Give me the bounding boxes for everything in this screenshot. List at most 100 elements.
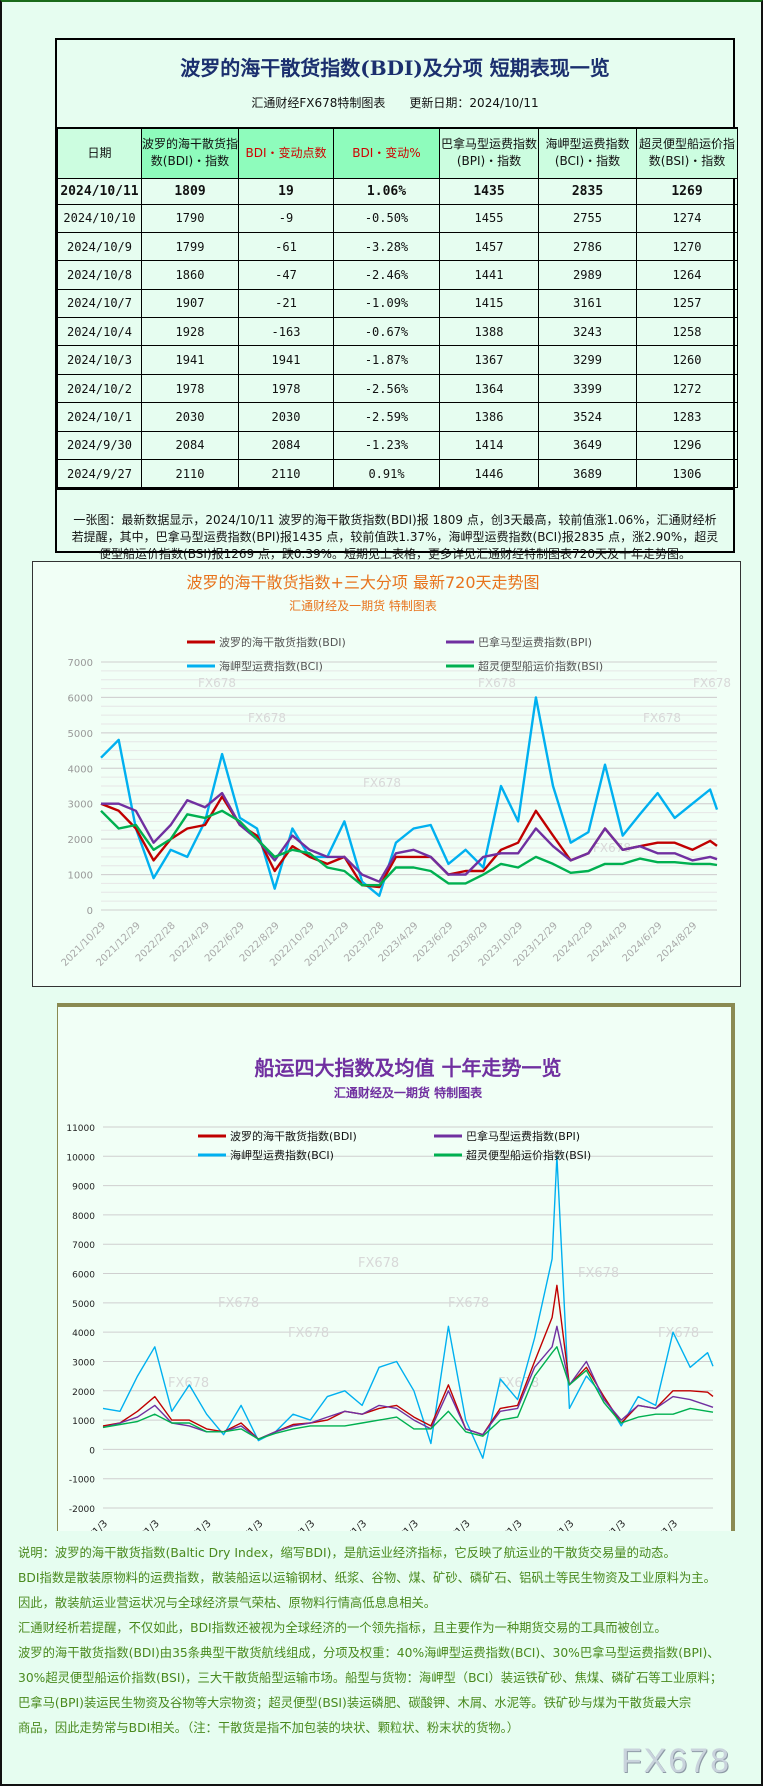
table-cell: 1272: [636, 373, 738, 404]
table-row: 2024/10/2 1978 1978 -2.56% 1364 3399 1272: [57, 373, 738, 404]
watermark: FX678: [693, 676, 731, 690]
table-cell: -9: [238, 203, 334, 233]
legend-label: 超灵便型船运价指数(BSI): [466, 1148, 591, 1162]
table-cell: 3299: [538, 345, 637, 375]
table-cell: 2835: [538, 177, 637, 205]
table-cell: 19: [238, 177, 334, 205]
series-line-bsi: [102, 1346, 714, 1440]
legend-label: 海岬型运费指数(BCI): [230, 1148, 334, 1162]
table-cell: 3524: [538, 402, 637, 432]
table-row: 2024/10/7 1907 -21 -1.09% 1415 3161 1257: [57, 288, 738, 319]
table-row: 2024/10/3 1941 1941 -1.87% 1367 3299 1260: [57, 345, 738, 375]
y-tick-label: 5000: [68, 729, 93, 740]
watermark: FX678: [478, 676, 516, 690]
table-cell: 1978: [141, 373, 239, 404]
table-cell: 1809: [141, 177, 239, 205]
table-cell: 1258: [636, 317, 738, 347]
watermark: FX678: [218, 1296, 259, 1311]
y-tick-label: 3000: [72, 1358, 95, 1368]
table-cell: 1941: [238, 345, 334, 375]
y-tick-label: 10000: [66, 1153, 95, 1163]
y-tick-label: 7000: [72, 1241, 95, 1251]
table-row: 2024/10/1 2030 2030 -2.59% 1386 3524 1283: [57, 402, 738, 432]
y-tick-label: 11000: [66, 1124, 95, 1134]
note-line: 说明：波罗的海干散货指数(Baltic Dry Index，缩写BDI)，是航运…: [18, 1546, 676, 1560]
table-cell: 2030: [238, 402, 334, 432]
table-cell: 1264: [636, 260, 738, 290]
table-cell: 1364: [439, 373, 539, 404]
x-tick-label: 2020/1/3: [433, 1518, 473, 1531]
table-cell: 1367: [439, 345, 539, 375]
x-tick-label: 2017/1/3: [278, 1518, 318, 1531]
note-line: 汇通财经析若提醒，不仅如此，BDI指数还被视为全球经济的一个领先指标，且主要作为…: [18, 1621, 667, 1635]
x-tick-label: 2014/1/3: [122, 1518, 162, 1531]
table-cell: 2989: [538, 260, 637, 290]
table-cell: 2024/10/3: [57, 345, 142, 375]
table-cell: 1415: [439, 288, 539, 319]
y-tick-label: 6000: [72, 1271, 95, 1281]
chart-title: 船运四大指数及均值 十年走势一览: [255, 1056, 562, 1080]
table-row: 2024/10/10 1790 -9 -0.50% 1455 2755 1274: [57, 203, 738, 233]
table-summary-note: 一张图：最新数据显示，2024/10/11 波罗的海干散货指数(BDI)报 18…: [57, 488, 733, 594]
table-row: 2024/10/4 1928 -163 -0.67% 1388 3243 1258: [57, 317, 738, 347]
table-cell: 3161: [538, 288, 637, 319]
note-line: 波罗的海干散货指数(BDI)由35条典型干散货航线组成，分项及权重：40%海岬型…: [18, 1646, 720, 1660]
x-tick-label: 2016/1/3: [226, 1518, 266, 1531]
fx678-logo: FX678: [620, 1742, 731, 1780]
table-cell: -61: [238, 231, 334, 262]
x-tick-label: 2024/1/3: [641, 1518, 681, 1531]
table-cell: 1269: [636, 177, 738, 205]
table-cell: 1388: [439, 317, 539, 347]
y-tick-label: 0: [87, 906, 93, 917]
y-tick-label: 6000: [68, 693, 93, 704]
note-line: 30%超灵便型船运价指数(BSI)，三大干散货船型运输市场。船型与货物：海岬型（…: [18, 1671, 723, 1685]
table-cell: 1257: [636, 288, 738, 319]
watermark: FX678: [643, 711, 681, 725]
table-cell: 1386: [439, 402, 539, 432]
table-cell: 2024/9/27: [57, 459, 142, 489]
table-row: 2024/9/30 2084 2084 -1.23% 1414 3649 1296: [57, 430, 738, 461]
legend-label: 巴拿马型运费指数(BPI): [478, 635, 592, 649]
series-line-bpi: [101, 791, 718, 883]
table-title: 波罗的海干散货指数(BDI)及分项 短期表现一览: [180, 56, 610, 80]
table-cell: 1260: [636, 345, 738, 375]
note-line: BDI指数是散装原物料的运费指数，散装船运以运输钢材、纸浆、谷物、煤、矿砂、磷矿…: [18, 1571, 716, 1585]
table-cell: 1435: [439, 177, 539, 205]
table-cell: 2030: [141, 402, 239, 432]
y-tick-label: 7000: [68, 658, 93, 669]
chart-title: 波罗的海干散货指数+三大分项 最新720天走势图: [186, 573, 539, 592]
table-row: 2024/9/27 2110 2110 0.91% 1446 3689 1306: [57, 459, 738, 489]
chart-subtitle: 汇通财经及一期货 特制图表: [334, 1085, 483, 1100]
table-row: 2024/10/8 1860 -47 -2.46% 1441 2989 1264: [57, 260, 738, 290]
chart-subtitle: 汇通财经及一期货 特制图表: [289, 598, 437, 613]
x-tick-label: 2021/1/3: [485, 1518, 525, 1531]
table-cell: 2024/10/4: [57, 317, 142, 347]
y-tick-label: 1000: [72, 1417, 95, 1427]
watermark: FX678: [658, 1326, 699, 1341]
y-tick-label: 0: [89, 1446, 95, 1456]
table-cell: 1907: [141, 288, 239, 319]
table-cell: 2024/10/9: [57, 231, 142, 262]
table-header-row: 日期 波罗的海干散货指数(BDI)・指数 BDI・变动点数 BDI・变动% 巴拿马型运费…: [57, 127, 738, 179]
watermark: FX678: [288, 1326, 329, 1341]
bdi-summary-table: 波罗的海干散货指数(BDI)及分项 短期表现一览 汇通财经FX678特制图表 更…: [55, 38, 738, 561]
table-cell: 3689: [538, 459, 637, 489]
legend-label: 超灵便型船运价指数(BSI): [478, 659, 603, 673]
column-header: 日期: [57, 127, 142, 179]
watermark: FX678: [198, 676, 236, 690]
x-tick-label: 2022/1/3: [537, 1518, 577, 1531]
y-tick-label: 2000: [68, 835, 93, 846]
table-row: 2024/10/9 1799 -61 -3.28% 1457 2786 1270: [57, 231, 738, 262]
table-cell: -3.28%: [333, 231, 440, 262]
table-cell: 1446: [439, 459, 539, 489]
table-cell: -21: [238, 288, 334, 319]
watermark: FX678: [448, 1296, 489, 1311]
series-line-bci: [100, 696, 719, 897]
table-cell: -2.56%: [333, 373, 440, 404]
table-cell: 1306: [636, 459, 738, 489]
table-cell: 1799: [141, 231, 239, 262]
watermark: FX678: [363, 776, 401, 790]
table-cell: -2.46%: [333, 260, 440, 290]
y-tick-label: 3000: [68, 800, 93, 811]
